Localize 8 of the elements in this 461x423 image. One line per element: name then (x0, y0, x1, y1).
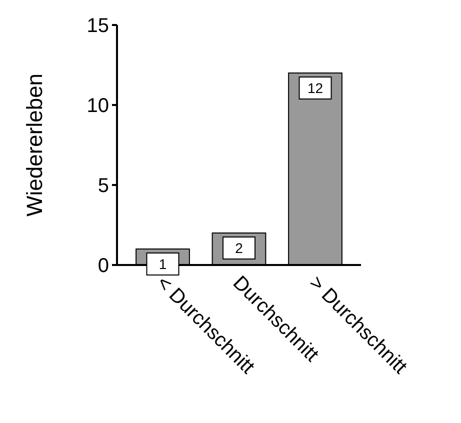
y-axis-title: Wiedererleben (22, 73, 47, 217)
y-tick-label: 0 (98, 255, 109, 277)
y-tick-label: 15 (86, 15, 109, 37)
data-label: 1 (158, 256, 167, 272)
data-label: 2 (235, 240, 244, 256)
y-tick-label: 5 (98, 175, 109, 197)
y-tick-label: 10 (86, 95, 109, 117)
data-label: 12 (307, 80, 324, 96)
